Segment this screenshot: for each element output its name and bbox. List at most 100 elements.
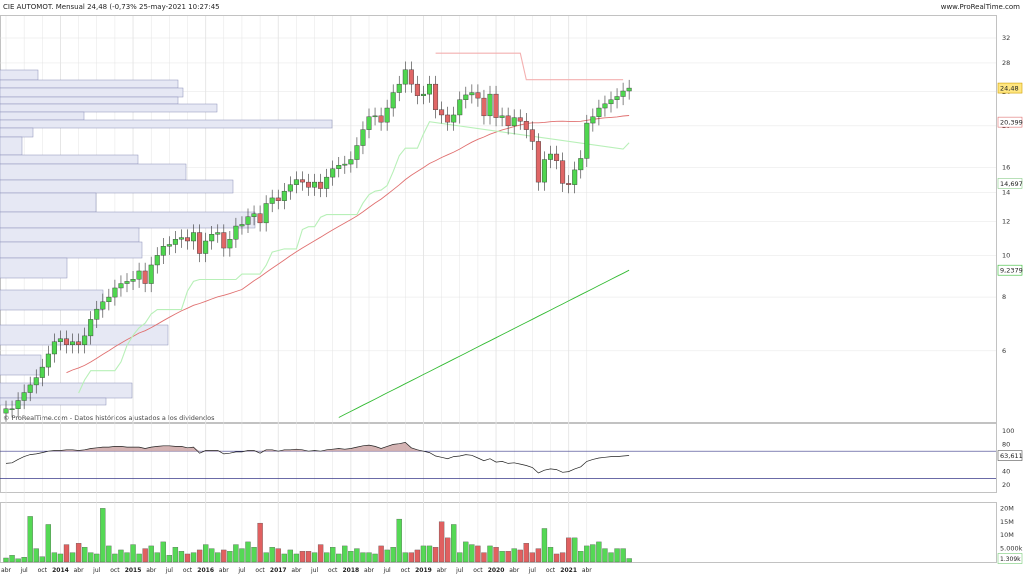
site-link[interactable]: www.ProRealTime.com	[940, 3, 1020, 11]
candle-body	[239, 224, 245, 227]
volume-bar	[354, 548, 360, 563]
candle-body	[88, 319, 94, 337]
volume-bar	[130, 544, 136, 563]
candle-body	[481, 97, 487, 117]
price-tick-label: 16	[1002, 164, 1010, 172]
volume-bar	[384, 549, 390, 563]
volume-bar	[63, 544, 70, 563]
candle-body	[287, 184, 293, 192]
last-price-label: 24,48	[1000, 85, 1019, 93]
volume-profile-bar	[0, 136, 23, 156]
volume-bar	[342, 545, 348, 563]
candle-body	[318, 181, 324, 189]
volume-bar	[124, 552, 130, 563]
volume-bar	[142, 548, 148, 563]
volume-bar	[148, 545, 154, 563]
x-tick-label: abr	[219, 567, 229, 574]
volume-bar	[366, 552, 372, 563]
volume-bar	[572, 537, 578, 563]
x-tick-label: jul	[455, 567, 463, 574]
volume-bar	[88, 552, 94, 563]
volume-value-label: 1.309k	[1000, 556, 1021, 563]
candle-body	[172, 239, 178, 245]
volume-bar	[408, 552, 415, 563]
volume-bar	[414, 549, 421, 563]
x-tick-label: abr	[437, 567, 447, 574]
volume-bar	[190, 552, 197, 563]
candle-body	[511, 117, 517, 127]
sma200-value-label-box	[997, 264, 1023, 276]
volume-bar	[209, 548, 215, 563]
volume-bar	[378, 545, 384, 563]
volume-profile-bar	[0, 227, 140, 243]
candle-body	[130, 279, 136, 282]
volume-bar	[523, 543, 529, 563]
volume-bar	[166, 555, 173, 563]
volume-bar	[15, 558, 21, 563]
rsi-tick-label: 100	[1002, 427, 1014, 435]
volume-bar	[529, 552, 535, 563]
volume-bar	[584, 545, 590, 563]
candle-body	[221, 232, 227, 249]
candle-body	[342, 163, 348, 166]
volume-bar	[57, 553, 64, 563]
candle-body	[124, 281, 130, 284]
x-tick-label: oct	[328, 567, 338, 574]
candle-body	[275, 197, 281, 201]
candle-body	[166, 244, 172, 247]
candle-body	[203, 240, 209, 254]
candle-body	[233, 225, 239, 240]
last-price-label-box	[997, 82, 1023, 94]
sma200-line	[338, 269, 630, 418]
volume-bar	[281, 553, 287, 563]
candle-body	[251, 213, 257, 217]
price-tick-label: 12	[1002, 217, 1010, 225]
x-tick-label: abr	[1, 567, 11, 574]
candle-body	[269, 197, 275, 204]
stop-value-label-box	[997, 178, 1023, 189]
candle-body	[51, 341, 57, 355]
volume-bar	[475, 545, 481, 563]
volume-bar	[596, 541, 602, 563]
x-tick-label: 2017	[270, 567, 287, 574]
candle-body	[70, 341, 76, 345]
volume-bar	[457, 552, 463, 563]
volume-bar	[293, 553, 300, 563]
volume-bar	[608, 552, 614, 563]
volume-bar	[100, 508, 106, 563]
volume-tick-label: 15M	[1000, 518, 1014, 526]
candle-body	[348, 159, 354, 165]
volume-profile-bar	[0, 397, 107, 406]
candle-body	[596, 107, 602, 117]
candle-body	[82, 335, 88, 345]
volume-bar	[21, 557, 27, 563]
x-tick-label: jul	[165, 567, 173, 574]
volume-bar	[172, 547, 179, 563]
volume-bar	[184, 553, 191, 563]
volume-bar	[82, 547, 88, 563]
candle-body	[445, 114, 451, 123]
volume-bar	[39, 556, 45, 563]
price-tick-label: 6	[1002, 347, 1006, 355]
volume-bar	[269, 547, 275, 563]
x-tick-label: abr	[74, 567, 84, 574]
volume-profile-bar	[0, 127, 34, 138]
volume-bar	[160, 541, 166, 563]
candle-body	[535, 141, 541, 183]
volume-bar	[547, 547, 554, 563]
candle-body	[578, 158, 584, 171]
candle-body	[45, 353, 51, 368]
volume-bar	[626, 558, 632, 563]
candle-body	[584, 122, 590, 159]
volume-bar	[311, 552, 318, 563]
volume-bar	[221, 549, 227, 563]
candle-body	[324, 176, 330, 189]
volume-bar	[396, 518, 402, 563]
candle-body	[154, 255, 160, 266]
volume-bar	[481, 552, 487, 563]
candle-body	[469, 92, 475, 96]
candle-body	[414, 83, 420, 96]
volume-bar	[432, 547, 439, 563]
candle-body	[209, 234, 215, 242]
